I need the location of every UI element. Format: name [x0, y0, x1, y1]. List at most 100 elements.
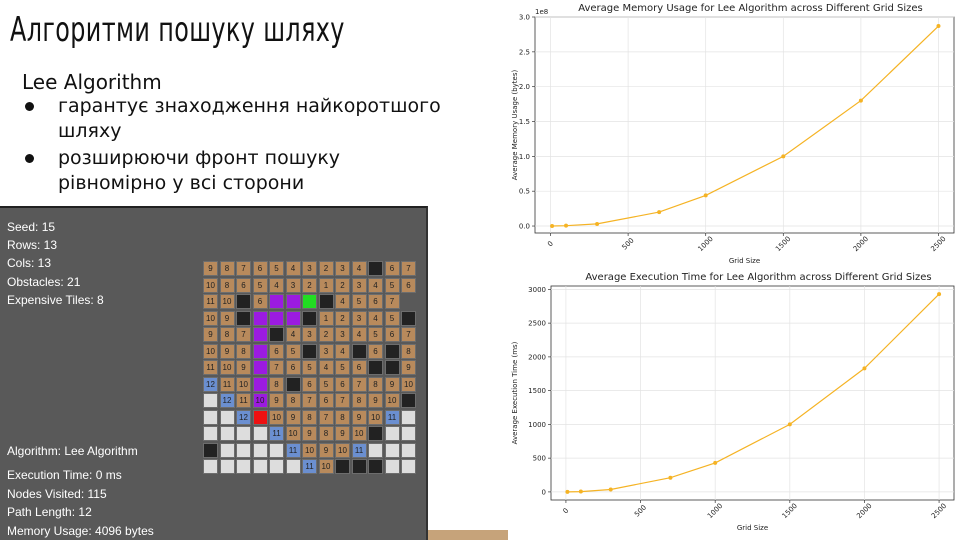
grid-cell-visited: 5	[384, 277, 400, 293]
slide-subtitle: Lee Algorithm	[22, 70, 162, 94]
grid-cell-expensive: 11	[285, 442, 301, 458]
grid-cell-visited: 4	[318, 360, 334, 375]
grid-cell-obstacle	[351, 343, 367, 359]
grid-cell-visited: 10	[401, 376, 416, 392]
grid-cell-unvisited	[203, 393, 218, 408]
grid-cell-visited: 6	[236, 277, 251, 293]
grid-cell-visited: 5	[384, 310, 400, 326]
grid-cell-obstacle	[203, 442, 218, 458]
grid-cell-obstacle	[368, 360, 383, 375]
grid-cell-path	[252, 327, 268, 342]
grid-cell-visited: 6	[285, 360, 301, 375]
grid-cell-visited: 9	[335, 426, 350, 441]
grid-cell-visited: 5	[318, 376, 334, 392]
grid-cell-expensive: 12	[236, 409, 251, 425]
x-tick-label: 1000	[697, 235, 715, 253]
grid-cell-path	[285, 294, 301, 309]
y-tick-label: 2500	[528, 320, 546, 328]
grid-cell-visited: 7	[335, 393, 350, 408]
x-axis-label: Grid Size	[729, 257, 760, 265]
grid-cell-unvisited	[203, 426, 218, 441]
x-tick-label: 500	[621, 236, 636, 251]
grid-cell-visited: 3	[351, 277, 367, 293]
grid-cell-visited: 4	[368, 277, 383, 293]
grid-cell-visited: 7	[401, 327, 416, 342]
grid-cell-expensive: 11	[269, 426, 284, 441]
expensive-tiles-label: Expensive Tiles: 8	[7, 293, 104, 307]
grid-cell-expensive: 11	[351, 442, 367, 458]
grid-cell-visited: 1	[318, 310, 334, 326]
rows-label: Rows: 13	[7, 238, 58, 252]
grid-cell-visited: 3	[302, 261, 317, 276]
grid-cell-path	[252, 343, 268, 359]
grid-cell-visited: 8	[401, 343, 416, 359]
grid-cell-unvisited	[219, 426, 235, 441]
data-point	[781, 154, 786, 159]
grid-cell-visited: 6	[269, 343, 284, 359]
obstacles-label: Obstacles: 21	[7, 275, 81, 289]
grid-cell-obstacle	[335, 459, 350, 474]
grid-cell-visited: 4	[285, 327, 301, 342]
grid-cell-visited: 6	[335, 376, 350, 392]
data-point	[703, 193, 708, 198]
x-tick-label: 0	[562, 507, 571, 516]
grid-cell-visited: 8	[368, 376, 383, 392]
grid-cell-visited: 10	[351, 426, 367, 441]
execution-time-plot: 0 500 1000 1500 2000 2500 0 500 1000 1500 2000 2500…	[511, 272, 955, 532]
grid-cell-visited: 4	[285, 261, 301, 276]
grid-cell-obstacle	[368, 459, 383, 474]
grid-cell-visited: 10	[368, 409, 383, 425]
grid-cell-visited: 2	[335, 277, 350, 293]
grid-cell-visited: 10	[219, 360, 235, 375]
grid-cell-visited: 11	[219, 376, 235, 392]
grid-cell-visited: 5	[335, 360, 350, 375]
data-point	[595, 221, 600, 226]
grid-cell-visited: 10	[219, 294, 235, 309]
grid-cell-visited: 5	[252, 277, 268, 293]
grid-cell-unvisited	[384, 442, 400, 458]
grid-cell-obstacle	[285, 376, 301, 392]
grid-cell-unvisited	[203, 459, 218, 474]
grid-cell-visited: 10	[384, 393, 400, 408]
grid-cell-unvisited	[252, 459, 268, 474]
grid-cell-visited: 10	[236, 376, 251, 392]
grid-cell-obstacle	[318, 294, 334, 309]
grid-cell-visited: 7	[384, 294, 400, 309]
grid-cell-visited: 4	[351, 261, 367, 276]
cols-label: Cols: 13	[7, 256, 52, 270]
grid-cell-obstacle	[368, 426, 383, 441]
grid-cell-visited: 2	[335, 310, 350, 326]
grid-cell-visited: 6	[384, 261, 400, 276]
grid-cell-visited: 6	[368, 294, 383, 309]
y-tick-label: 0.5	[519, 188, 530, 196]
y-multiplier-label: 1e8	[535, 8, 548, 16]
grid-cell-visited: 4	[269, 277, 284, 293]
grid-cell-unvisited	[236, 426, 251, 441]
grid-cell-obstacle	[384, 360, 400, 375]
grid-cell-visited: 9	[384, 376, 400, 392]
grid-cell-visited: 7	[401, 261, 416, 276]
grid-cell-unvisited	[252, 442, 268, 458]
grid-cell-visited: 6	[368, 343, 383, 359]
grid-cell-visited: 8	[219, 261, 235, 276]
data-point	[578, 489, 583, 494]
x-tick-label: 2000	[852, 235, 870, 253]
data-point	[550, 224, 555, 229]
y-tick-label: 1.5	[519, 118, 530, 126]
grid-cell-unvisited	[236, 459, 251, 474]
data-point	[565, 489, 570, 494]
grid-cell-path	[252, 360, 268, 375]
grid-cell-visited: 8	[351, 393, 367, 408]
grid-cell-expensive: 12	[203, 376, 218, 392]
grid-cell-visited: 6	[252, 261, 268, 276]
grid-cell-visited: 3	[285, 277, 301, 293]
bullet-item: гарантує знаходження найкоротшого шляху	[22, 94, 442, 144]
grid-cell-unvisited	[252, 426, 268, 441]
x-tick-label: 1500	[781, 502, 799, 520]
grid-cell-obstacle	[302, 310, 317, 326]
grid-cell-visited: 5	[302, 360, 317, 375]
grid-cell-visited: 11	[203, 294, 218, 309]
execution-time-label: Execution Time: 0 ms	[7, 468, 122, 482]
data-point	[858, 98, 863, 103]
grid-cell-visited: 6	[252, 294, 268, 309]
